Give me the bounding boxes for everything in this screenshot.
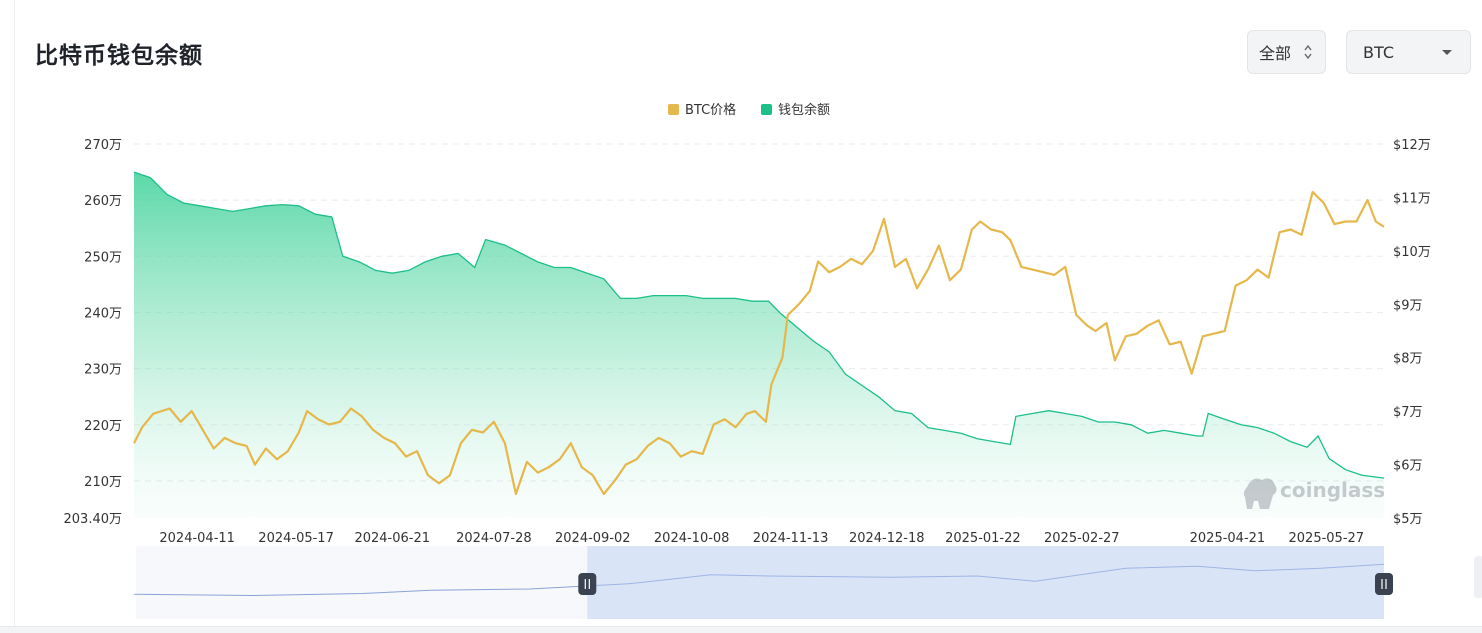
legend-label-price[interactable]: BTC价格 bbox=[685, 102, 736, 118]
page-title: 比特币钱包余额 bbox=[35, 43, 203, 69]
coinglass-logo-icon bbox=[1243, 478, 1277, 509]
legend-label-wallet[interactable]: 钱包余额 bbox=[778, 102, 830, 118]
range-navigator[interactable] bbox=[133, 546, 1393, 619]
left-tick-label: 250万 bbox=[84, 250, 122, 265]
right-tick-label: $5万 bbox=[1393, 512, 1423, 527]
x-tick-label: 2025-01-22 bbox=[945, 531, 1021, 546]
left-divider bbox=[14, 0, 15, 632]
left-tick-label: 260万 bbox=[84, 194, 122, 209]
navigator-handle-left[interactable] bbox=[578, 573, 597, 595]
right-tick-label: $8万 bbox=[1393, 352, 1423, 367]
x-tick-label: 2025-05-27 bbox=[1289, 531, 1365, 546]
navigator-window bbox=[587, 546, 1384, 619]
right-tick-label: $7万 bbox=[1393, 405, 1423, 420]
sort-updown-icon bbox=[1304, 44, 1312, 60]
bottom-divider bbox=[0, 626, 1482, 633]
left-tick-label: 270万 bbox=[84, 138, 122, 153]
chart-legend: BTC价格 钱包余额 bbox=[668, 102, 830, 118]
wallet-balance-line bbox=[133, 171, 1385, 479]
x-tick-label: 2024-09-02 bbox=[555, 531, 631, 546]
plot-area bbox=[133, 171, 1385, 518]
navigator-handle-right[interactable] bbox=[1375, 573, 1393, 595]
x-tick-label: 2024-04-11 bbox=[159, 531, 235, 546]
right-tick-label: $6万 bbox=[1393, 459, 1423, 474]
left-axis: 270万 260万 250万 240万 230万 220万 210万 203.40万 bbox=[64, 138, 123, 527]
coin-select-label: BTC bbox=[1363, 42, 1394, 62]
watermark: coinglass bbox=[1243, 478, 1385, 509]
legend-swatch-wallet bbox=[761, 104, 772, 115]
wallet-balance-area bbox=[134, 172, 1384, 518]
navigator-track bbox=[136, 546, 1384, 619]
left-axis-min-label: 203.40万 bbox=[64, 512, 123, 527]
coin-select[interactable]: BTC bbox=[1346, 30, 1471, 74]
x-tick-label: 2025-04-21 bbox=[1190, 531, 1266, 546]
x-tick-label: 2024-11-13 bbox=[753, 531, 829, 546]
right-tick-label: $12万 bbox=[1393, 138, 1431, 153]
left-tick-label: 210万 bbox=[84, 475, 122, 490]
scrollbar-thumb[interactable] bbox=[1474, 556, 1482, 598]
left-tick-label: 240万 bbox=[84, 306, 122, 321]
x-axis: 2024-04-11 2024-05-17 2024-06-21 2024-07-28… bbox=[159, 531, 1364, 546]
x-tick-label: 2024-05-17 bbox=[258, 531, 334, 546]
legend-swatch-price bbox=[668, 104, 679, 115]
range-select[interactable]: 全部 bbox=[1247, 30, 1326, 74]
x-tick-label: 2024-06-21 bbox=[354, 531, 430, 546]
range-select-label: 全部 bbox=[1259, 44, 1292, 63]
watermark-text: coinglass bbox=[1280, 478, 1385, 502]
x-tick-label: 2024-07-28 bbox=[456, 531, 532, 546]
navigator-series-line bbox=[133, 563, 1385, 597]
drag-handle-icon bbox=[578, 573, 597, 595]
x-tick-label: 2025-02-27 bbox=[1044, 531, 1120, 546]
right-tick-label: $9万 bbox=[1393, 298, 1423, 313]
btc-price-line bbox=[133, 191, 1385, 496]
right-axis: $12万 $11万 $10万 $9万 $8万 $7万 $6万 $5万 bbox=[1393, 138, 1431, 527]
right-tick-label: $10万 bbox=[1393, 245, 1431, 260]
x-tick-label: 2024-12-18 bbox=[849, 531, 925, 546]
left-tick-label: 230万 bbox=[84, 363, 122, 378]
drag-handle-icon bbox=[1375, 573, 1393, 595]
chevron-down-icon bbox=[1442, 50, 1452, 55]
right-tick-label: $11万 bbox=[1393, 191, 1431, 206]
left-tick-label: 220万 bbox=[84, 419, 122, 434]
x-tick-label: 2024-10-08 bbox=[654, 531, 730, 546]
